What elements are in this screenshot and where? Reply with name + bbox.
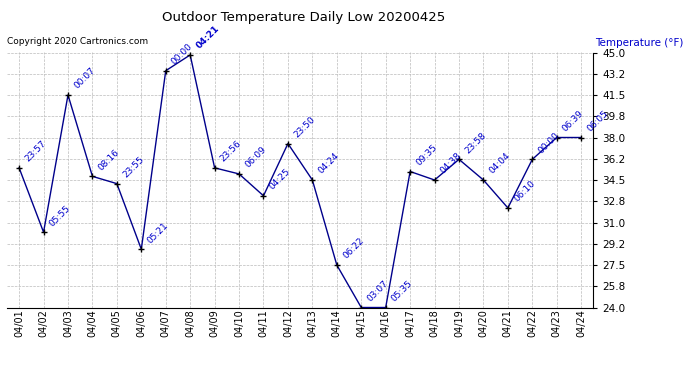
Text: 04:38: 04:38 [439,151,463,176]
Text: 23:50: 23:50 [292,115,317,140]
Text: 06:09: 06:09 [243,145,268,170]
Text: 05:21: 05:21 [146,220,170,245]
Text: 23:58: 23:58 [463,130,488,155]
Text: 03:07: 03:07 [366,279,390,303]
Text: 05:55: 05:55 [48,203,72,228]
Text: 04:04: 04:04 [488,152,512,176]
Text: Copyright 2020 Cartronics.com: Copyright 2020 Cartronics.com [7,38,148,46]
Text: Temperature (°F): Temperature (°F) [595,38,683,48]
Text: 00:00: 00:00 [170,42,195,66]
Text: 06:10: 06:10 [512,179,537,204]
Text: Outdoor Temperature Daily Low 20200425: Outdoor Temperature Daily Low 20200425 [162,11,445,24]
Text: 04:25: 04:25 [268,167,292,192]
Text: 00:00: 00:00 [536,130,561,155]
Text: 05:35: 05:35 [390,279,415,303]
Text: 06:05: 06:05 [585,109,610,134]
Text: 04:21: 04:21 [195,24,221,51]
Text: 06:39: 06:39 [561,109,586,134]
Text: 23:55: 23:55 [121,155,146,180]
Text: 00:07: 00:07 [72,66,97,91]
Text: 06:22: 06:22 [341,236,366,261]
Text: 09:35: 09:35 [414,142,439,167]
Text: 04:24: 04:24 [317,152,341,176]
Text: 23:57: 23:57 [23,139,48,164]
Text: 08:16: 08:16 [97,147,121,172]
Text: 23:56: 23:56 [219,139,244,164]
